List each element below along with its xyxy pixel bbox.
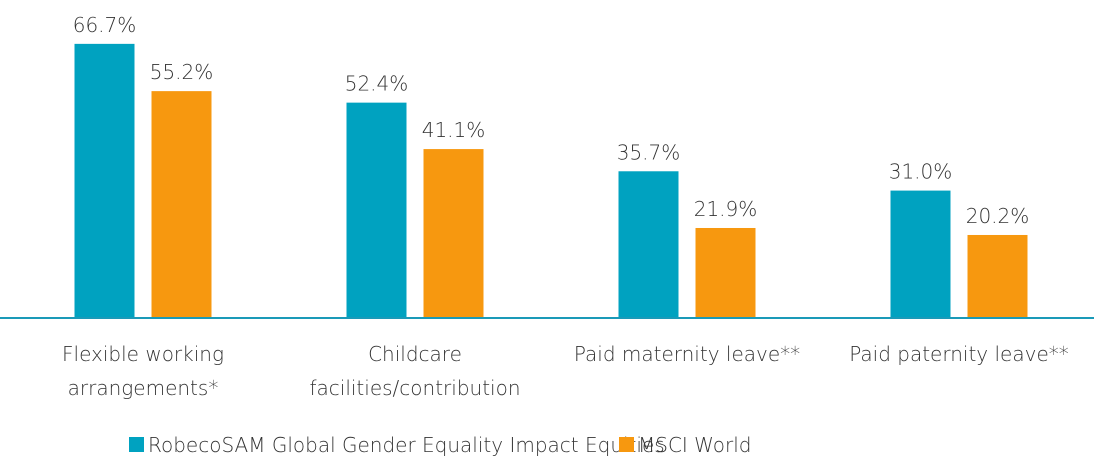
value-label: 35.7% [617,140,681,164]
legend-label: RobecoSAM Global Gender Equality Impact … [148,433,665,457]
legend-swatch [619,437,634,452]
category-label: Flexible working arrangements* [62,342,224,400]
legend-swatch [129,437,144,452]
bar [74,43,135,318]
category-label: Paid paternity leave** [849,342,1069,366]
bar [618,171,679,318]
category-label: Paid maternity leave** [573,342,801,366]
bar [967,234,1028,318]
value-label: 66.7% [73,13,137,37]
bar [346,102,407,318]
bar [423,149,484,318]
category-label: Childcare facilities/contribution [309,342,521,400]
value-label: 21.9% [694,197,758,221]
bar [890,190,951,318]
bar [695,227,756,318]
value-label: 31.0% [889,160,953,184]
value-label: 20.2% [966,204,1030,228]
legend-label: MSCI World [638,433,752,457]
bar [151,91,212,319]
value-label: 41.1% [422,118,486,142]
value-label: 55.2% [150,60,214,84]
value-label: 52.4% [345,72,409,96]
